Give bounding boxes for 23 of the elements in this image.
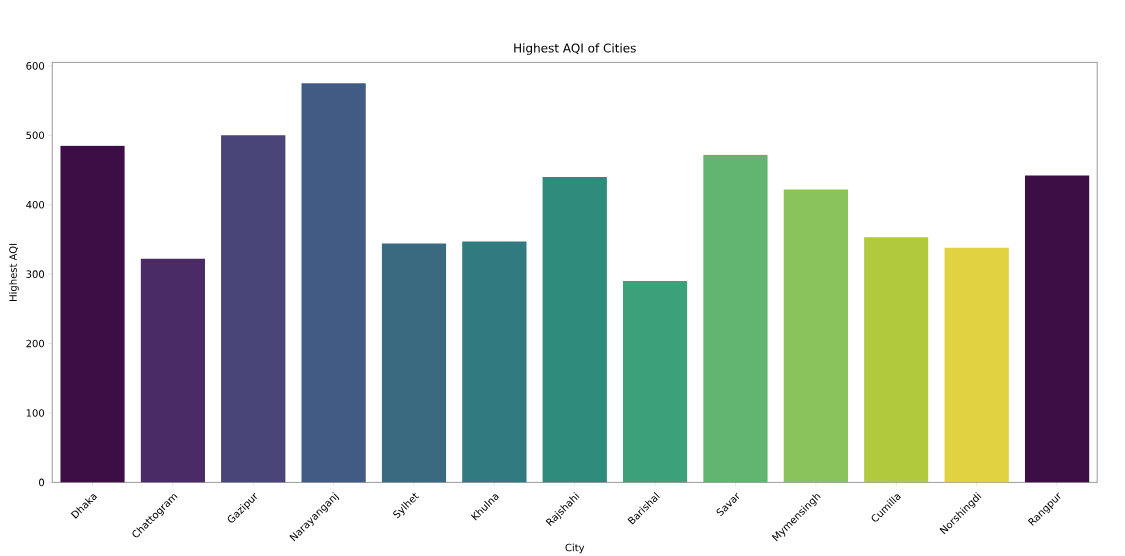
bar [864,237,929,483]
y-tick-label: 0 [39,478,45,487]
bar [60,145,125,483]
y-tick-label: 600 [26,62,45,70]
x-axis-title: City [565,543,585,554]
bar [140,258,205,483]
y-tick-label: 500 [26,131,45,140]
chart-title: Highest AQI of Cities [514,43,636,55]
y-axis-title: Highest AQI [9,243,19,301]
bar [703,154,768,483]
bar [542,176,607,483]
y-tick-label: 300 [26,270,45,278]
bar [944,247,1009,483]
y-tick-label: 400 [26,200,45,209]
y-tick-label: 200 [26,339,45,348]
bar [462,241,527,483]
bar [783,189,849,483]
bar [1024,175,1090,483]
bar [381,243,447,483]
bar [622,281,688,483]
bar [221,135,286,483]
y-tick-label: 100 [26,409,45,417]
bar [301,83,366,483]
